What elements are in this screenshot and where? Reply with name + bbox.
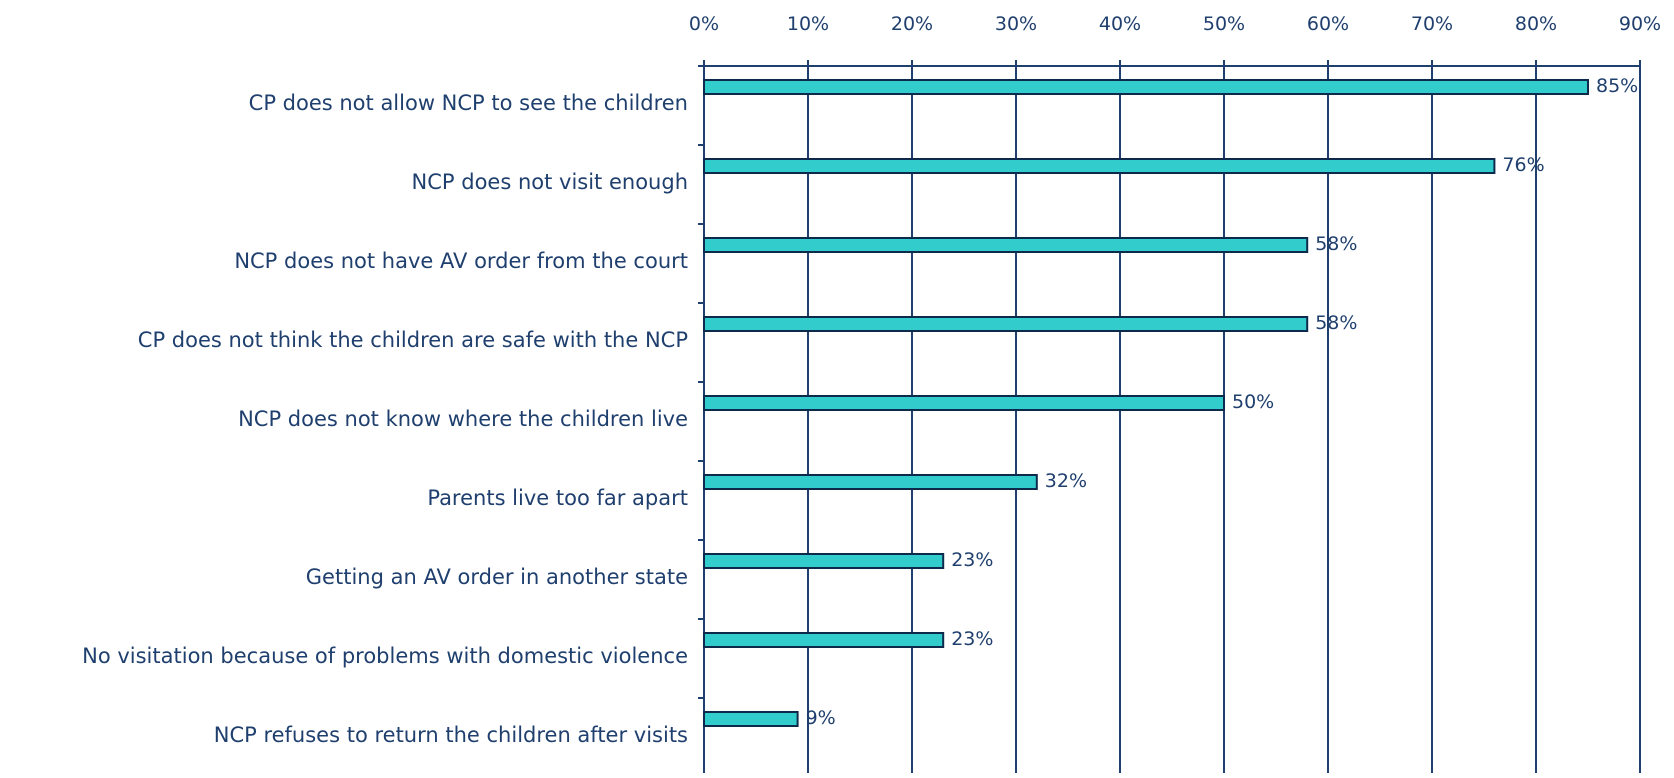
data-label: 58% bbox=[1315, 233, 1357, 255]
category-label: CP does not think the children are safe … bbox=[138, 328, 688, 352]
category-label: NCP refuses to return the children after… bbox=[214, 723, 688, 747]
data-label: 58% bbox=[1315, 312, 1357, 334]
bar bbox=[703, 395, 1225, 411]
bars bbox=[703, 79, 1589, 727]
x-tick-label: 60% bbox=[1307, 13, 1349, 35]
category-label: NCP does not have AV order from the cour… bbox=[234, 249, 688, 273]
bar bbox=[703, 553, 945, 569]
category-label: CP does not allow NCP to see the childre… bbox=[249, 91, 688, 115]
data-label: 9% bbox=[806, 707, 836, 729]
bar bbox=[703, 316, 1309, 332]
data-label: 32% bbox=[1045, 470, 1087, 492]
x-tick-label: 50% bbox=[1203, 13, 1245, 35]
category-label: Getting an AV order in another state bbox=[306, 565, 688, 589]
x-tick-label: 40% bbox=[1099, 13, 1141, 35]
x-tick-label: 20% bbox=[891, 13, 933, 35]
bar bbox=[703, 474, 1038, 490]
category-label: Parents live too far apart bbox=[427, 486, 688, 510]
x-tick-label: 80% bbox=[1515, 13, 1557, 35]
x-tick-label: 70% bbox=[1411, 13, 1453, 35]
data-label: 76% bbox=[1502, 154, 1544, 176]
category-label: NCP does not know where the children liv… bbox=[238, 407, 688, 431]
category-label: NCP does not visit enough bbox=[412, 170, 688, 194]
bar bbox=[703, 158, 1496, 174]
x-tick-label: 90% bbox=[1619, 13, 1661, 35]
x-tick-label: 0% bbox=[689, 13, 719, 35]
bar bbox=[703, 79, 1589, 95]
bar bbox=[703, 632, 945, 648]
data-label: 23% bbox=[951, 628, 993, 650]
data-label: 85% bbox=[1596, 75, 1638, 97]
data-label: 50% bbox=[1232, 391, 1274, 413]
category-label: No visitation because of problems with d… bbox=[82, 644, 688, 668]
data-label: 23% bbox=[951, 549, 993, 571]
x-tick-label: 30% bbox=[995, 13, 1037, 35]
gridlines bbox=[698, 60, 1641, 778]
x-tick-label: 10% bbox=[787, 13, 829, 35]
bar bbox=[703, 237, 1309, 253]
bar bbox=[703, 711, 799, 727]
labels: 0% 10% 20% 30% 40% 50% 60% 70% 80% 90% 85% CP does … bbox=[82, 13, 1661, 747]
